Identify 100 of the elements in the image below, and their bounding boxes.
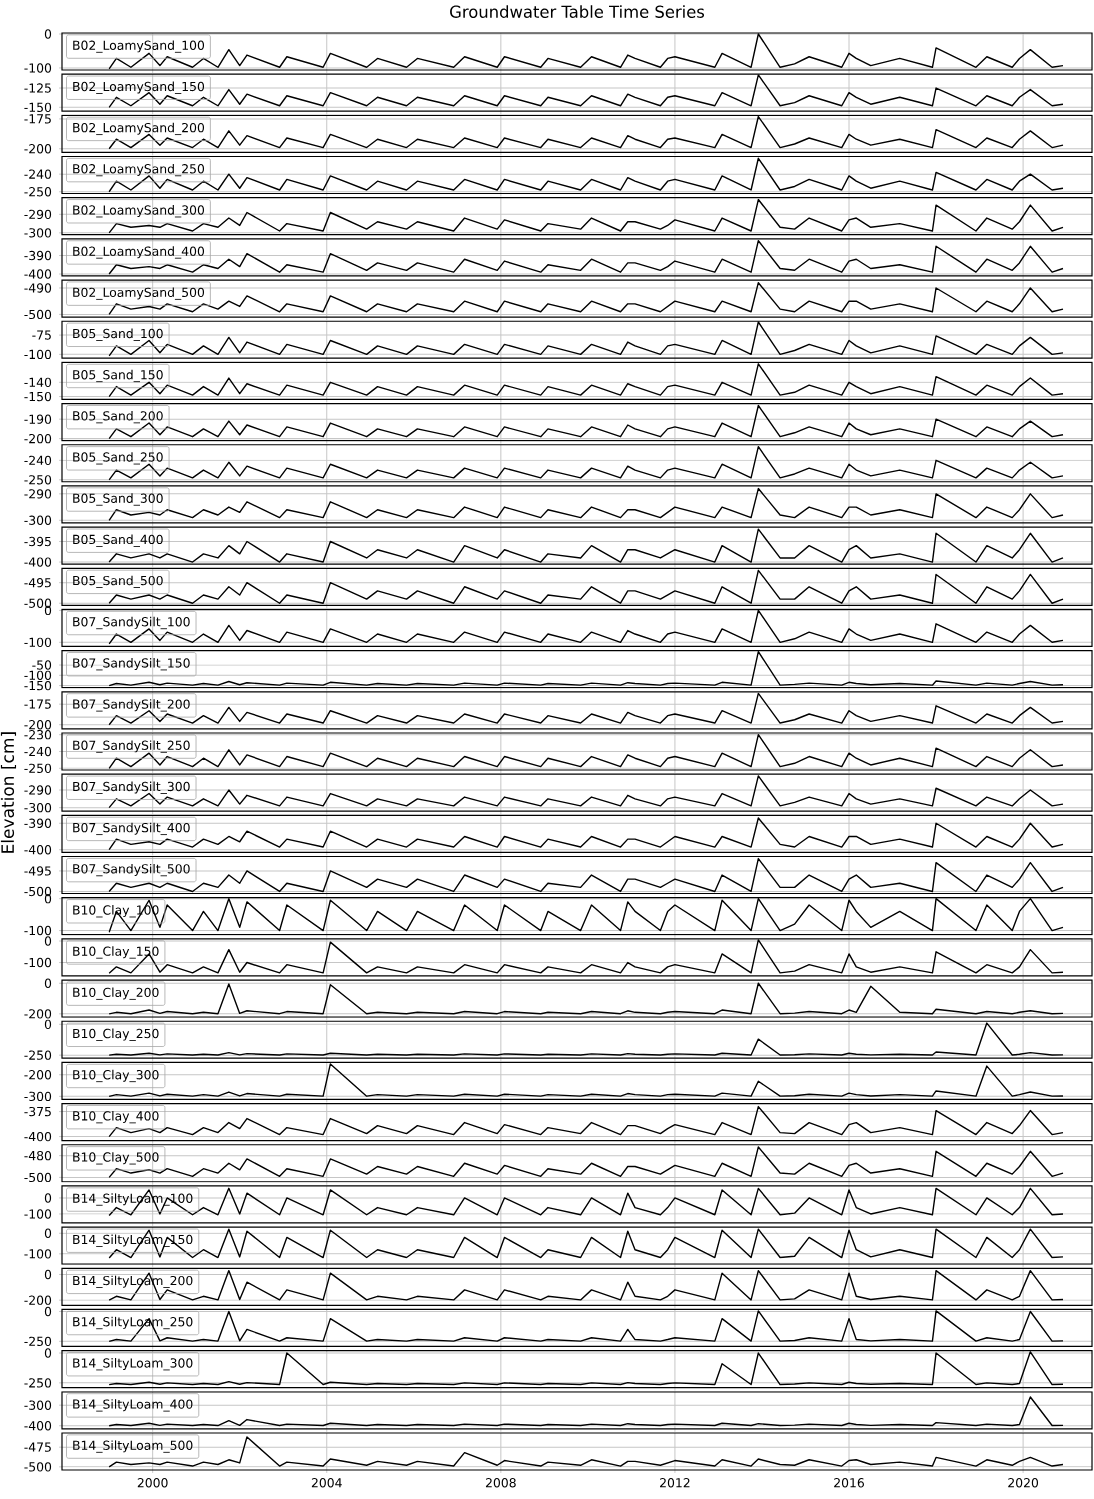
y-tick-label: -150 [24,391,52,402]
y-tick-label: -290 [24,209,52,220]
y-tick-label: -300 [24,515,52,525]
series-label: B02_LoamySand_200 [73,122,205,136]
y-tick-label: -200 [24,433,52,444]
y-tick-label: -200 [24,1295,52,1305]
y-tick-label: -300 [24,1091,52,1102]
y-tick-label: 0 [44,978,52,988]
y-tick-label: -375 [24,1106,51,1117]
series-label: B07_SandySilt_500 [73,863,190,877]
y-tick-label: -240 [24,169,52,179]
x-tick-label: 2008 [485,1478,516,1488]
series-label: B05_Sand_100 [73,328,163,341]
y-tick-label: -150 [24,680,52,691]
y-tick-label: -200 [24,1009,52,1019]
y-tick-label: 0 [44,1269,52,1280]
series-label: B02_LoamySand_300 [73,205,205,218]
y-tick-label: -495 [24,866,51,876]
y-tick-label: -100 [24,349,52,360]
y-tick-label: -100 [24,1209,52,1219]
y-tick-label: -400 [24,1131,52,1142]
series-label: B02_LoamySand_400 [73,246,205,259]
y-tick-label: 0 [44,1228,52,1238]
y-tick-label: -250 [24,1336,52,1347]
x-tick-label: 2004 [311,1478,342,1488]
y-tick-label: 0 [44,1348,52,1358]
series-label: B02_LoamySand_250 [73,163,205,177]
series-label: B14_SiltyLoam_400 [73,1399,193,1412]
series-label: B10_Clay_500 [73,1152,159,1165]
series-label: B10_Clay_400 [73,1110,159,1124]
y-tick-label: -75 [32,330,51,340]
y-tick-label: -390 [24,818,52,828]
series-label: B02_LoamySand_500 [73,287,205,300]
y-tick-label: -125 [24,83,51,93]
y-tick-label: -240 [24,746,52,757]
y-tick-label: -390 [24,250,52,261]
x-tick-label: 2020 [1008,1478,1039,1488]
series-label: B10_Clay_150 [73,946,159,959]
y-tick-label: -150 [24,102,52,113]
y-tick-label: -250 [24,187,52,197]
series-label: B14_SiltyLoam_500 [73,1440,193,1453]
y-tick-label: -100 [24,1249,52,1259]
y-tick-label: -100 [24,637,52,648]
series-label: B07_SandySilt_200 [73,699,190,712]
y-tick-label: -250 [24,475,52,485]
y-tick-label: -200 [24,720,52,730]
y-tick-label: -500 [24,1172,52,1183]
series-label: B05_Sand_200 [73,410,163,424]
y-tick-label: -300 [24,802,52,813]
y-tick-label: -100 [24,925,52,936]
y-tick-label: -290 [24,785,52,795]
y-tick-label: -100 [24,957,52,968]
series-label: B10_Clay_200 [73,987,159,1000]
y-axis-title: Elevation [cm] [0,732,17,853]
series-label: B07_SandySilt_300 [73,781,190,794]
series-label: B14_SiltyLoam_300 [73,1358,193,1371]
y-tick-label: -250 [24,763,52,774]
series-label: B07_SandySilt_250 [73,740,190,753]
series-label: B05_Sand_150 [73,369,163,383]
y-tick-label: -230 [24,729,52,740]
y-tick-label: -395 [24,536,51,547]
y-tick-label: 0 [44,1019,52,1030]
y-tick-label: -400 [24,1421,52,1431]
y-tick-label: -290 [24,489,52,499]
x-tick-label: 2000 [137,1478,168,1488]
y-tick-label: -250 [24,1378,52,1388]
y-tick-label: -495 [24,577,51,588]
y-tick-label: 0 [44,1193,52,1203]
series-label: B05_Sand_300 [73,493,163,506]
series-label: B10_Clay_300 [73,1069,159,1083]
series-label: B10_Clay_250 [73,1028,159,1041]
y-tick-label: -500 [24,1462,52,1472]
y-tick-label: -100 [24,63,52,73]
y-tick-label: -175 [24,699,51,709]
y-tick-label: -300 [24,1400,52,1410]
y-tick-label: -100 [24,670,52,681]
y-tick-label: -400 [24,269,52,279]
series-label: B07_SandySilt_150 [73,658,190,671]
series-label: B02_LoamySand_100 [73,40,205,53]
y-tick-label: -140 [24,377,52,388]
series-label: B05_Sand_400 [73,534,163,547]
y-tick-label: -500 [24,309,52,320]
y-tick-label: -175 [24,114,51,124]
y-tick-label: -50 [32,660,52,670]
series-label: B05_Sand_250 [73,452,163,465]
y-tick-label: -200 [24,144,52,154]
series-label: B02_LoamySand_150 [73,81,205,94]
y-tick-label: 0 [44,29,52,39]
y-tick-label: 0 [44,1306,52,1317]
y-tick-label: -400 [24,845,52,855]
series-label: B07_SandySilt_100 [73,616,190,630]
y-tick-label: -200 [24,1070,52,1080]
y-tick-label: -490 [24,283,52,293]
x-tick-label: 2016 [834,1478,864,1488]
y-tick-label: -480 [24,1150,52,1161]
y-tick-label: -240 [24,455,52,466]
y-tick-label: -250 [24,1050,52,1060]
chart-title: Groundwater Table Time Series [450,5,705,18]
y-tick-label: -400 [24,557,52,567]
series-label: B05_Sand_500 [73,575,163,588]
